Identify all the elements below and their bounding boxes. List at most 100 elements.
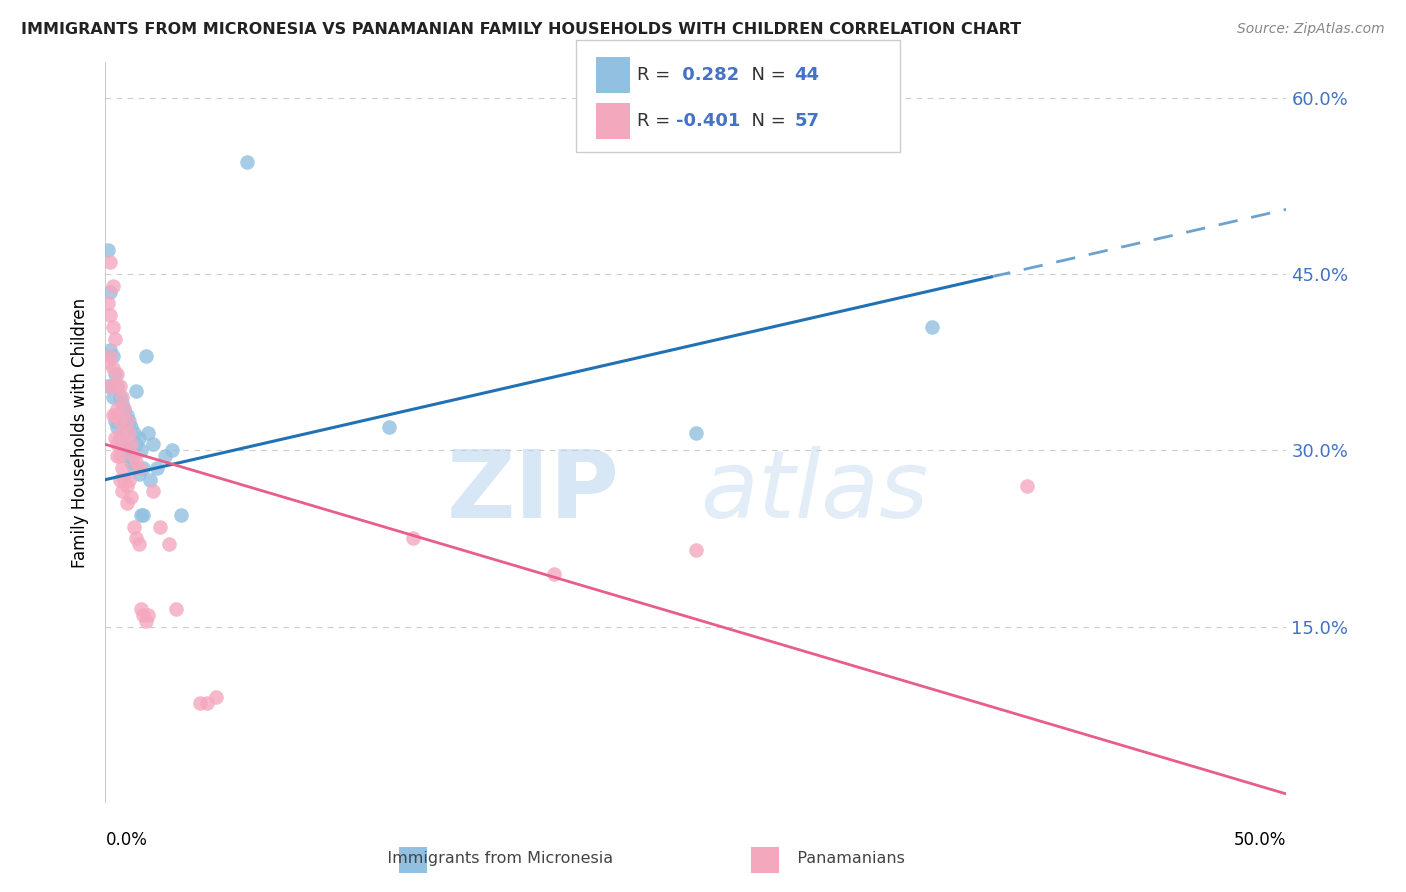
Point <box>104 332 127 346</box>
Point <box>165 602 187 616</box>
Point <box>101 319 124 334</box>
Text: 50.0%: 50.0% <box>1234 831 1286 849</box>
Point <box>129 508 152 522</box>
Point <box>97 296 120 310</box>
Point <box>111 461 134 475</box>
Point <box>105 402 128 417</box>
Text: -0.401: -0.401 <box>676 112 741 130</box>
Point <box>112 402 135 417</box>
Text: 44: 44 <box>794 66 820 84</box>
Point <box>685 425 707 440</box>
Point <box>132 461 155 475</box>
Point <box>136 425 159 440</box>
Point <box>146 461 169 475</box>
Point <box>104 378 127 392</box>
Point <box>401 532 423 546</box>
Point <box>104 408 127 422</box>
Point <box>128 432 150 446</box>
Point <box>129 443 152 458</box>
Point <box>98 308 121 322</box>
Point <box>195 696 218 710</box>
Point <box>108 449 131 463</box>
Point <box>685 543 707 558</box>
Point <box>115 478 138 492</box>
Text: N =: N = <box>740 66 792 84</box>
Point <box>120 455 142 469</box>
Point <box>122 449 145 463</box>
Point <box>142 437 165 451</box>
Point <box>101 278 124 293</box>
Point <box>149 519 172 533</box>
Y-axis label: Family Households with Children: Family Households with Children <box>72 298 90 567</box>
Point <box>157 537 180 551</box>
Point <box>111 396 134 410</box>
Point <box>128 461 150 475</box>
Point <box>543 566 565 581</box>
Point <box>112 437 135 451</box>
Point <box>97 355 120 369</box>
Point <box>205 690 228 704</box>
Point <box>97 244 120 258</box>
Point <box>108 432 131 446</box>
Text: N =: N = <box>740 112 792 130</box>
Point <box>115 443 138 458</box>
Point <box>105 367 128 381</box>
Point <box>108 473 131 487</box>
Point <box>111 425 134 440</box>
Point <box>112 437 135 451</box>
Point <box>188 696 211 710</box>
Point <box>118 414 141 428</box>
Point <box>136 607 159 622</box>
Point <box>125 437 148 451</box>
Text: 0.0%: 0.0% <box>105 831 148 849</box>
Text: 0.282: 0.282 <box>676 66 740 84</box>
Text: ZIP: ZIP <box>446 446 619 538</box>
Point <box>120 490 142 504</box>
Point <box>101 349 124 363</box>
Point <box>108 414 131 428</box>
Text: Source: ZipAtlas.com: Source: ZipAtlas.com <box>1237 22 1385 37</box>
Point <box>112 402 135 417</box>
Point <box>105 449 128 463</box>
Point <box>101 408 124 422</box>
Point <box>153 449 176 463</box>
Point <box>108 390 131 404</box>
Point <box>135 349 157 363</box>
Point <box>98 378 121 392</box>
Point <box>104 414 127 428</box>
Point <box>111 484 134 499</box>
Point <box>378 419 401 434</box>
Point <box>128 537 150 551</box>
Point <box>101 390 124 404</box>
Text: R =: R = <box>637 112 676 130</box>
Point <box>129 602 152 616</box>
Point <box>125 384 148 399</box>
Point <box>132 607 155 622</box>
Point <box>118 449 141 463</box>
Point <box>122 461 145 475</box>
Text: IMMIGRANTS FROM MICRONESIA VS PANAMANIAN FAMILY HOUSEHOLDS WITH CHILDREN CORRELA: IMMIGRANTS FROM MICRONESIA VS PANAMANIAN… <box>21 22 1021 37</box>
Point <box>105 419 128 434</box>
Point <box>128 467 150 481</box>
Point <box>104 432 127 446</box>
Point <box>111 390 134 404</box>
Point <box>105 378 128 392</box>
Point <box>125 532 148 546</box>
Point <box>125 455 148 469</box>
Point <box>122 425 145 440</box>
Point <box>98 343 121 358</box>
Point <box>108 378 131 392</box>
Text: Panamanians: Panamanians <box>782 851 905 865</box>
Point <box>132 508 155 522</box>
Point <box>122 519 145 533</box>
Point <box>112 473 135 487</box>
Point <box>98 255 121 269</box>
Point <box>111 437 134 451</box>
Point <box>115 408 138 422</box>
Point <box>160 443 183 458</box>
Text: Immigrants from Micronesia: Immigrants from Micronesia <box>371 851 613 865</box>
Point <box>142 484 165 499</box>
Point <box>97 378 120 392</box>
Point <box>135 614 157 628</box>
Point <box>1015 478 1038 492</box>
